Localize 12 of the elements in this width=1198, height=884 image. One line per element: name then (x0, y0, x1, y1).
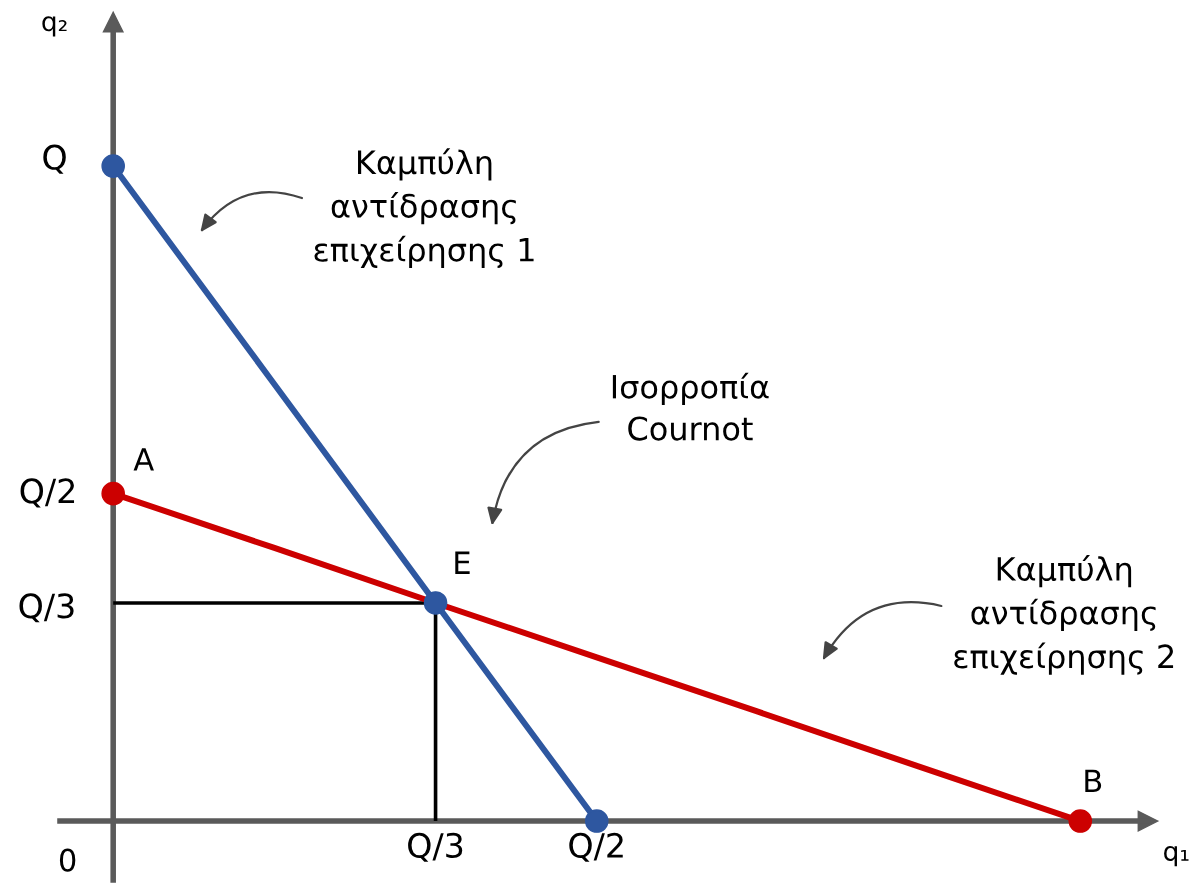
annotation: B (1085, 769, 1102, 792)
annotation: E (455, 551, 470, 574)
annotation: Καμπύλη αντίδρασης επιχείρησης 1 (314, 148, 534, 269)
annotation: Καμπύλη αντίδρασης επιχείρησης 2 (954, 555, 1174, 675)
annotation: Q/2 (20, 478, 75, 508)
annotation: Q (43, 144, 66, 174)
x-axis-title: q₁ (1164, 845, 1189, 867)
annotation: A (133, 448, 154, 471)
text: 0 (59, 848, 76, 872)
annotation: Ισορροπία Cournot (612, 372, 769, 441)
annotation: Q/3 (19, 593, 74, 623)
y-axis-title: q₂ (42, 16, 67, 37)
